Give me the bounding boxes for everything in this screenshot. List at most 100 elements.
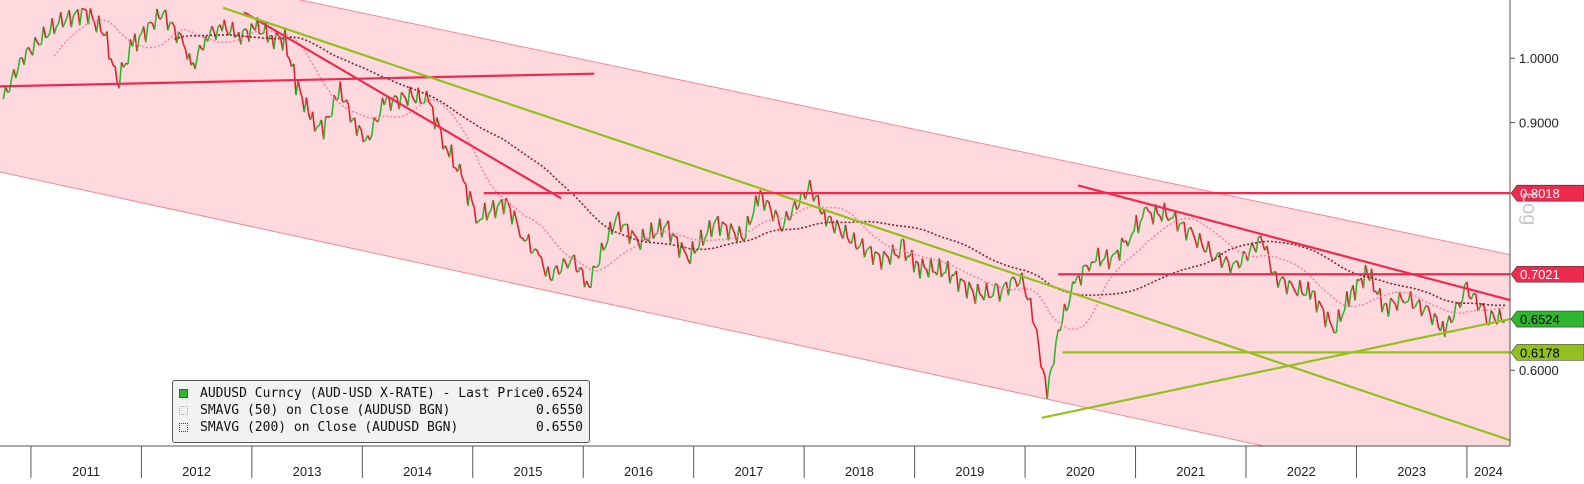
level-labels: 0.8018 0.7021 0.6178 0.6524 xyxy=(1510,184,1584,361)
price-segment xyxy=(763,200,768,211)
price-segment xyxy=(1331,326,1336,334)
price-segment xyxy=(1473,292,1477,296)
price-segment xyxy=(990,295,994,299)
price-segment xyxy=(1001,284,1005,291)
regression-channel xyxy=(0,0,1510,446)
price-segment xyxy=(4,86,9,93)
price-segment xyxy=(1414,302,1418,308)
price-segment xyxy=(503,197,507,215)
level-0.6178-label: 0.6178 xyxy=(1520,345,1560,360)
price-segment xyxy=(127,39,132,65)
price-segment xyxy=(215,27,219,40)
price-segment xyxy=(483,202,488,221)
price-segment xyxy=(1225,256,1230,263)
price-segment xyxy=(748,219,753,226)
price-segment xyxy=(1492,314,1496,322)
price-segment xyxy=(1099,260,1104,267)
price-segment xyxy=(182,43,187,51)
price-segment xyxy=(284,28,288,56)
x-tick-2014: 2014 xyxy=(361,446,432,479)
price-segment xyxy=(1137,221,1142,234)
price-segment xyxy=(110,58,114,66)
price-segment xyxy=(1348,291,1352,308)
price-segment xyxy=(411,95,415,101)
price-series xyxy=(2,7,1507,400)
log-scale-label: Log xyxy=(1518,192,1540,226)
price-segment xyxy=(434,117,438,130)
price-segment xyxy=(72,12,77,17)
price-segment xyxy=(652,234,657,240)
price-segment xyxy=(823,209,827,227)
price-segment xyxy=(1315,300,1320,313)
price-segment xyxy=(409,86,413,96)
legend-swatch-sma50 xyxy=(179,406,188,415)
price-segment xyxy=(927,257,932,278)
price-segment xyxy=(465,184,469,206)
price-segment xyxy=(921,258,926,268)
price-segment xyxy=(600,242,605,251)
level-0.8018-label: 0.8018 xyxy=(1520,186,1560,201)
legend-label-sma50: SMAVG (50) on Close (AUDUSD BGN) xyxy=(200,403,451,418)
price-segment xyxy=(547,266,551,280)
long-downtrend-green xyxy=(222,6,1511,442)
price-segment xyxy=(919,258,924,279)
x-tick-label: 2017 xyxy=(734,464,763,479)
price-segment xyxy=(36,41,40,46)
price-segment xyxy=(278,35,281,39)
price-segment xyxy=(373,117,377,122)
price-segment xyxy=(562,258,567,263)
price-segment xyxy=(1334,331,1337,334)
price-segment xyxy=(898,239,903,259)
price-segment xyxy=(444,145,448,151)
price-segment xyxy=(15,69,19,79)
price-segment xyxy=(940,272,945,278)
price-segment xyxy=(1061,303,1066,322)
x-tick-2018: 2018 xyxy=(803,446,874,479)
price-segment xyxy=(175,32,180,44)
price-segment xyxy=(521,237,526,242)
sma200-line xyxy=(174,34,1506,307)
price-segment xyxy=(1036,329,1040,348)
price-segment xyxy=(1335,309,1340,333)
price-segment xyxy=(1131,230,1135,235)
price-segment xyxy=(430,104,434,108)
y-tick-label: 0.6000 xyxy=(1519,363,1559,378)
x-tick-2019: 2019 xyxy=(914,446,984,479)
x-tick-label: 2013 xyxy=(293,464,322,479)
price-segment xyxy=(1435,317,1440,329)
price-segment xyxy=(1157,213,1161,217)
price-segment xyxy=(68,9,73,28)
price-segment xyxy=(242,28,246,32)
price-segment xyxy=(1227,261,1232,274)
price-segment xyxy=(286,55,291,60)
last-price-label: 0.6524 xyxy=(1520,312,1560,327)
price-segment xyxy=(1433,313,1438,318)
x-tick-label: 2015 xyxy=(514,464,543,479)
price-segment xyxy=(602,246,607,251)
price-segment xyxy=(513,210,518,220)
y-tick-0.6000: 0.6000 xyxy=(1510,363,1559,378)
price-segment xyxy=(1129,233,1133,241)
price-segment xyxy=(450,144,455,168)
price-segment xyxy=(1281,276,1286,281)
price-segment xyxy=(1403,301,1407,304)
price-segment xyxy=(153,8,158,30)
price-segment xyxy=(1148,211,1152,214)
price-segment xyxy=(560,258,565,273)
price-segment xyxy=(440,130,444,150)
price-segment xyxy=(1392,300,1396,305)
price-segment xyxy=(1409,291,1414,309)
legend-label-sma200: SMAVG (200) on Close (AUDUSD BGN) xyxy=(200,420,459,435)
price-segment xyxy=(857,244,861,249)
price-segment xyxy=(712,219,717,225)
x-tick-2012: 2012 xyxy=(140,446,211,479)
price-segment xyxy=(1192,233,1196,240)
price-segment xyxy=(613,216,618,226)
legend-row-sma200: SMAVG (200) on Close (AUDUSD BGN) 0.6550 xyxy=(173,419,589,436)
price-segment xyxy=(876,252,880,256)
price-segment xyxy=(870,246,874,265)
price-segment xyxy=(160,11,165,20)
price-segment xyxy=(573,254,578,272)
price-segment xyxy=(475,221,479,224)
